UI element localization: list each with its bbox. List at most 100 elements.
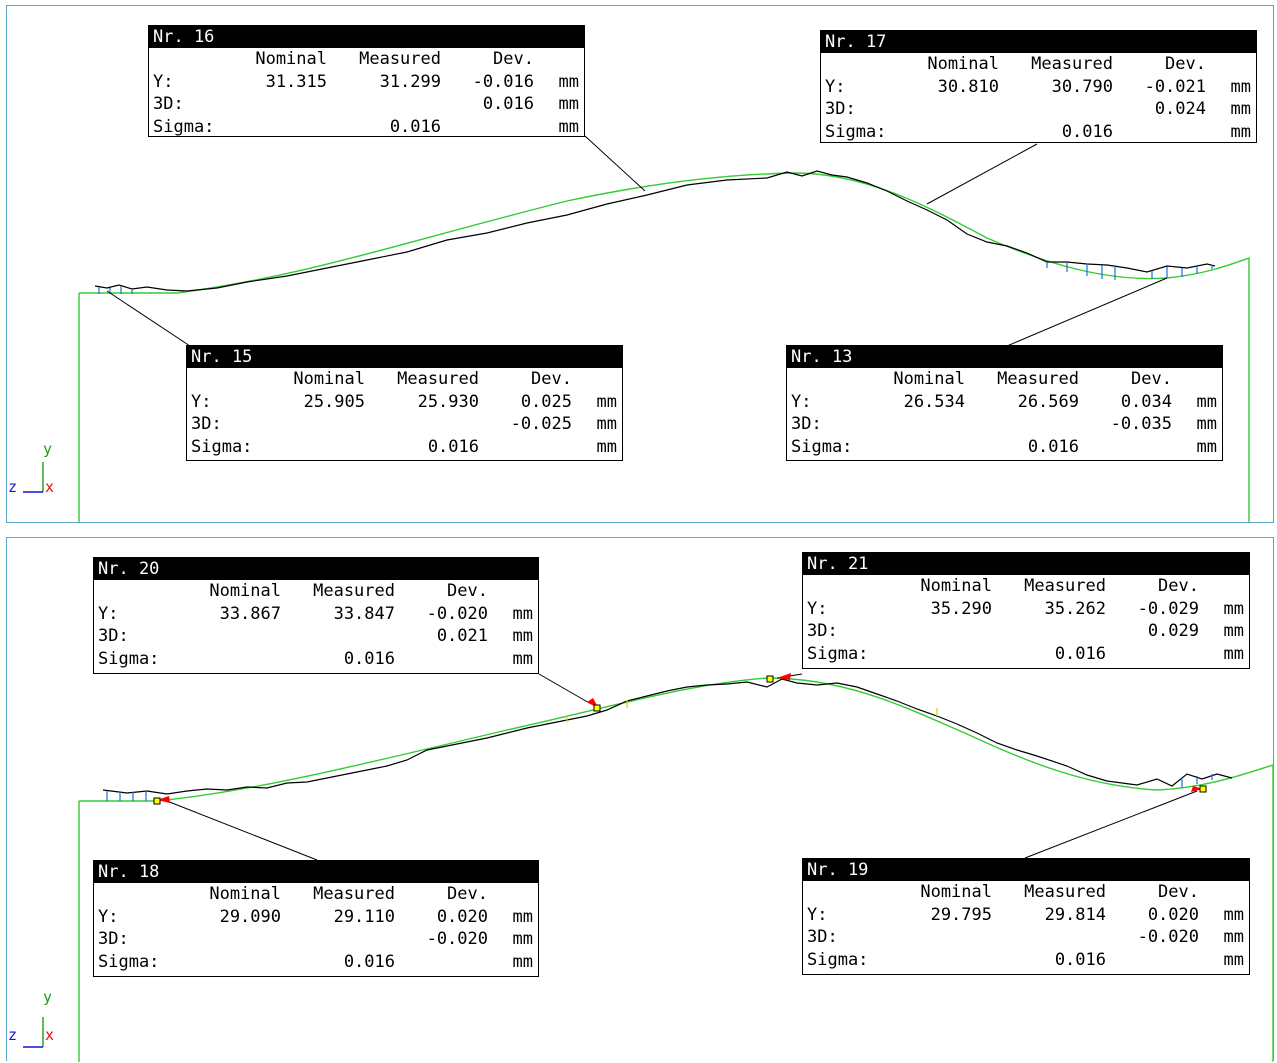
axis-triad (23, 462, 44, 493)
box-title: Nr. 20 (94, 558, 538, 580)
3d-value: 0.029 (1147, 621, 1199, 641)
label-sigma: Sigma: (98, 648, 160, 669)
3d-value: 0.021 (436, 626, 488, 646)
sigma-value: 0.016 (343, 951, 395, 972)
sigma-value: 0.016 (427, 436, 479, 457)
unit: mm (512, 906, 533, 927)
measurement-box-13[interactable]: Nr. 13 Nominal Measured Dev. Y: 26.534 26.56… (786, 345, 1223, 461)
col-measured: Measured (313, 581, 395, 601)
label-3d: 3D: (98, 626, 129, 646)
measurement-box-16[interactable]: Nr. 16 Nominal Measured Dev. Y: 31.315 31.29… (148, 25, 585, 137)
label-y: Y: (98, 906, 119, 927)
measured-curve (102, 678, 1233, 795)
col-measured: Measured (1031, 54, 1113, 74)
measured-value: 29.110 (333, 906, 395, 927)
col-nominal: Nominal (920, 576, 992, 596)
sigma-value: 0.016 (389, 116, 441, 137)
deviation-whiskers (98, 262, 1213, 294)
label-3d: 3D: (153, 94, 184, 114)
axis-label-y: y (43, 988, 53, 1006)
nominal-value: 29.795 (930, 904, 992, 925)
axis-label-y: y (43, 440, 53, 458)
nominal-curve (78, 677, 1273, 1062)
dev-value: 0.020 (1147, 904, 1199, 925)
label-sigma: Sigma: (807, 949, 869, 970)
box-title: Nr. 17 (821, 31, 1256, 53)
unit: mm (596, 391, 617, 412)
measurement-box-21[interactable]: Nr. 21 Nominal Measured Dev. Y: 35.290 35.26… (802, 552, 1250, 669)
label-3d: 3D: (807, 927, 838, 947)
col-dev: Dev. (493, 49, 534, 69)
col-dev: Dev. (1165, 54, 1206, 74)
measured-value: 29.814 (1044, 904, 1106, 925)
label-sigma: Sigma: (825, 121, 887, 142)
sigma-value: 0.016 (1027, 436, 1079, 457)
label-sigma: Sigma: (98, 951, 160, 972)
col-nominal: Nominal (927, 54, 999, 74)
unit: mm (1230, 76, 1251, 97)
col-dev: Dev. (1131, 369, 1172, 389)
measurement-box-19[interactable]: Nr. 19 Nominal Measured Dev. Y: 29.795 29.81… (802, 858, 1250, 975)
label-y: Y: (153, 71, 174, 92)
measured-value: 33.847 (333, 603, 395, 624)
unit: mm (1223, 598, 1244, 619)
bottom-profile-view[interactable]: Nr. 20 Nominal Measured Dev. Y: 33.867 33.84… (6, 537, 1274, 1062)
col-dev: Dev. (1158, 576, 1199, 596)
dev-value: -0.020 (426, 603, 488, 624)
col-measured: Measured (997, 369, 1079, 389)
unit: mm (512, 648, 533, 669)
box-title: Nr. 18 (94, 861, 538, 883)
3d-value: 0.024 (1154, 99, 1206, 119)
nominal-value: 35.290 (930, 598, 992, 619)
measured-value: 25.930 (417, 391, 479, 412)
unit: mm (512, 603, 533, 624)
box-title: Nr. 16 (149, 26, 584, 48)
unit: mm (1223, 927, 1244, 947)
box-title: Nr. 19 (803, 859, 1249, 881)
label-y: Y: (807, 904, 828, 925)
unit: mm (1223, 643, 1244, 664)
3d-value: -0.025 (510, 414, 572, 434)
measured-value: 31.299 (379, 71, 441, 92)
unit: mm (1230, 99, 1251, 119)
unit: mm (1223, 621, 1244, 641)
sigma-value: 0.016 (1054, 643, 1106, 664)
dev-value: 0.020 (436, 906, 488, 927)
measurement-box-18[interactable]: Nr. 18 Nominal Measured Dev. Y: 29.090 29.11… (93, 860, 539, 977)
col-nominal: Nominal (209, 581, 281, 601)
label-sigma: Sigma: (191, 436, 253, 457)
label-3d: 3D: (191, 414, 222, 434)
axis-triad (23, 1017, 44, 1048)
col-nominal: Nominal (209, 884, 281, 904)
box-title: Nr. 15 (187, 346, 622, 368)
measurement-box-20[interactable]: Nr. 20 Nominal Measured Dev. Y: 33.867 33.84… (93, 557, 539, 674)
label-sigma: Sigma: (153, 116, 215, 137)
dev-value: 0.025 (520, 391, 572, 412)
measured-curve (94, 170, 1216, 292)
col-nominal: Nominal (920, 882, 992, 902)
label-sigma: Sigma: (791, 436, 853, 457)
axis-label-x: x (45, 478, 55, 496)
unit: mm (558, 94, 579, 114)
col-nominal: Nominal (893, 369, 965, 389)
label-3d: 3D: (98, 929, 129, 949)
dev-value: 0.034 (1120, 391, 1172, 412)
measured-value: 35.262 (1044, 598, 1106, 619)
measured-value: 30.790 (1051, 76, 1113, 97)
top-profile-view[interactable]: Nr. 16 Nominal Measured Dev. Y: 31.315 31.29… (6, 5, 1274, 523)
unit: mm (596, 436, 617, 457)
nominal-value: 31.315 (265, 71, 327, 92)
unit: mm (1223, 949, 1244, 970)
measurement-box-17[interactable]: Nr. 17 Nominal Measured Dev. Y: 30.810 30.79… (820, 30, 1257, 143)
nominal-value: 25.905 (303, 391, 365, 412)
deviation-whiskers (106, 774, 1213, 801)
3d-value: -0.020 (1137, 927, 1199, 947)
3d-value: 0.016 (482, 94, 534, 114)
label-y: Y: (191, 391, 212, 412)
measurement-box-15[interactable]: Nr. 15 Nominal Measured Dev. Y: 25.905 25.93… (186, 345, 623, 461)
unit: mm (558, 71, 579, 92)
axis-label-z: z (8, 1026, 18, 1044)
3d-value: -0.035 (1110, 414, 1172, 434)
col-measured: Measured (313, 884, 395, 904)
label-3d: 3D: (825, 99, 856, 119)
